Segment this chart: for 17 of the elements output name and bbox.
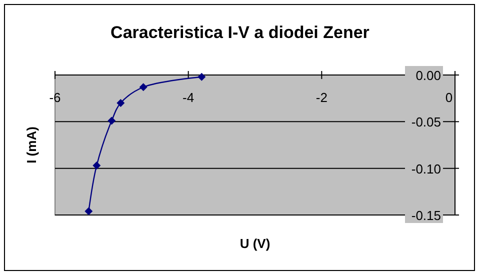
x-tick-label: -2: [316, 90, 328, 105]
x-tick-label: -6: [49, 90, 61, 105]
point: [198, 72, 206, 81]
chart-title: Caracteristica I-V a diodei Zener: [110, 23, 370, 42]
x-tick-label: 0: [445, 90, 453, 105]
point: [139, 83, 148, 92]
y-tick-label: -0.05: [411, 114, 441, 130]
x-axis-title: U (V): [240, 236, 270, 251]
point: [116, 99, 125, 107]
y-tick-label: -0.15: [411, 208, 441, 223]
point: [92, 162, 101, 170]
point: [108, 116, 116, 125]
x-tick-label: -4: [182, 90, 194, 105]
y-tick-label: 0.00: [416, 68, 441, 83]
y-axis-title: I (mA): [24, 126, 39, 164]
point: [84, 207, 93, 216]
y-tick-label: -0.10: [411, 161, 441, 176]
